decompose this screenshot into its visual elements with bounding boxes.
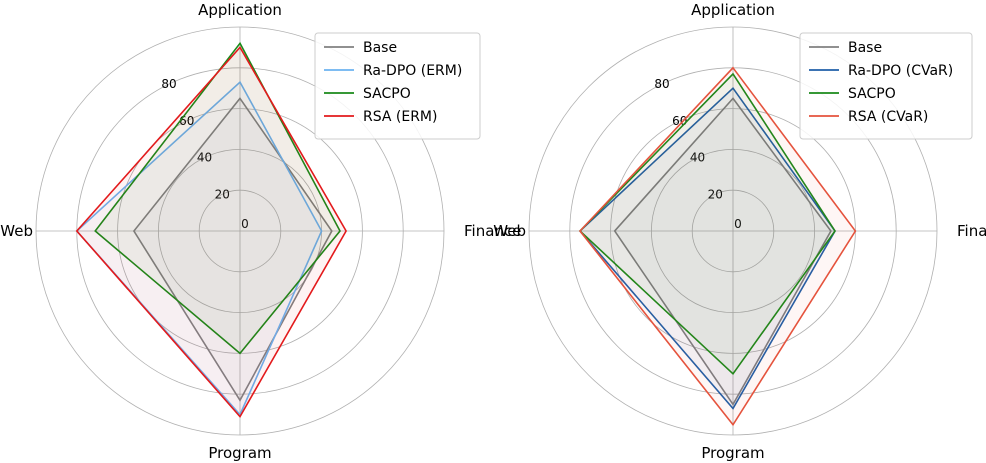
axis-label-application: Application <box>691 1 775 19</box>
axis-label-finance: Finance <box>957 222 986 240</box>
series-rsa-cvar-polygon <box>578 66 857 427</box>
radial-tick-label: 20 <box>708 187 723 201</box>
series-base-polygon <box>132 97 333 402</box>
series-ra-dpo-cvar-polygon <box>578 86 836 410</box>
radial-tick-label: 80 <box>161 77 176 91</box>
legend-frame <box>799 32 973 140</box>
legend: Base Ra-DPO (CVaR) SACPO RSA (CVaR) <box>799 32 973 140</box>
legend-frame <box>314 32 481 140</box>
radial-tick-label: 0 <box>241 217 249 231</box>
radar-chart-erm: 020406080ApplicationFinanceProgramWebBas… <box>0 1 521 462</box>
series-base-polygon <box>613 97 832 406</box>
radial-tick-label: 40 <box>690 151 705 165</box>
legend-label-sacpo: SACPO <box>848 86 896 102</box>
radial-tick-label: 20 <box>215 187 230 201</box>
radial-tick-label: 80 <box>654 77 669 91</box>
radar-chart-cvar: 020406080ApplicationFinanceProgramWebBas… <box>493 1 986 462</box>
series-sacpo-polygon <box>578 72 836 376</box>
axis-label-web: Web <box>493 222 526 240</box>
legend-label-base: Base <box>848 40 882 56</box>
axis-label-program: Program <box>208 444 271 462</box>
series-ra-dpo-erm-polygon <box>75 80 323 417</box>
axis-label-web: Web <box>0 222 33 240</box>
legend-label-base: Base <box>363 40 397 56</box>
radial-tick-label: 40 <box>197 151 212 165</box>
series-sacpo-polygon <box>94 41 341 355</box>
legend-label-sacpo: SACPO <box>363 86 411 102</box>
axis-label-program: Program <box>701 444 764 462</box>
axis-label-finance: Finance <box>464 222 521 240</box>
series-rsa-erm-polygon <box>75 46 348 418</box>
legend-label-ra-dpo-erm: Ra-DPO (ERM) <box>363 63 462 79</box>
axis-label-application: Application <box>198 1 282 19</box>
legend: Base Ra-DPO (ERM) SACPO RSA (ERM) <box>314 32 481 140</box>
legend-label-rsa-erm: RSA (ERM) <box>363 109 437 125</box>
legend-label-ra-dpo-cvar: Ra-DPO (CVaR) <box>848 63 953 79</box>
legend-label-rsa-cvar: RSA (CVaR) <box>848 109 928 125</box>
radial-tick-label: 0 <box>734 217 742 231</box>
